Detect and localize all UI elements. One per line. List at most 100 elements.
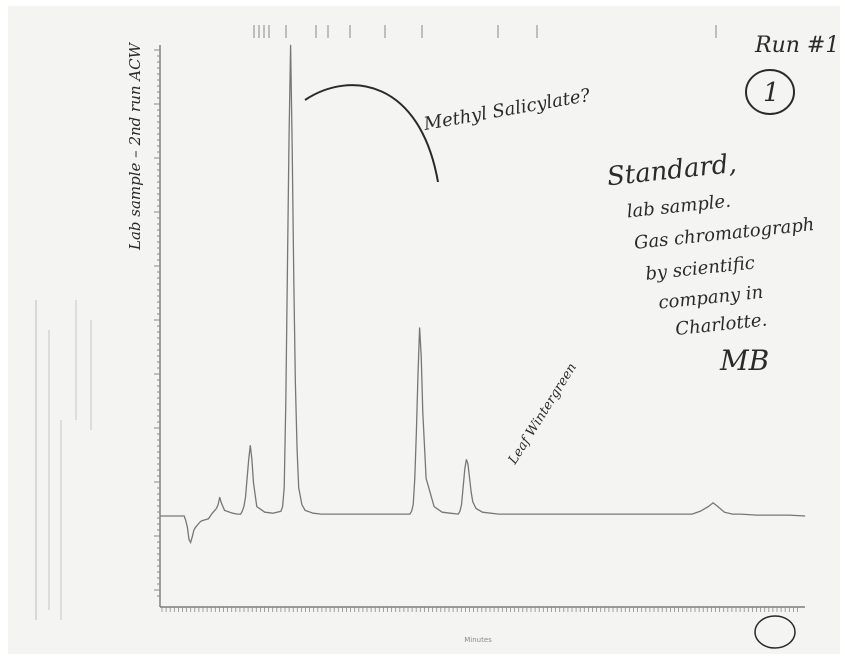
trace-point <box>201 520 203 522</box>
hand-drawn-arc <box>304 84 439 183</box>
trace-point <box>482 511 483 513</box>
trace-point <box>412 504 414 506</box>
trace-point <box>353 513 354 515</box>
trace-point <box>190 542 192 543</box>
trace-point <box>459 510 461 512</box>
trace-point <box>301 504 303 506</box>
trace-point <box>717 506 719 507</box>
trace-point <box>345 513 346 515</box>
circled-page-mark <box>754 615 796 649</box>
x-axis-ticks <box>161 607 798 612</box>
trace-point <box>475 508 477 509</box>
printed-report-header <box>35 300 92 620</box>
axes: Minutes <box>154 45 805 644</box>
trace-point <box>416 430 417 432</box>
trace-point <box>422 412 424 413</box>
trace-point <box>328 513 330 515</box>
trace-point <box>191 536 193 538</box>
trace-point <box>361 513 362 515</box>
trace-point <box>312 512 314 514</box>
trace-point <box>472 501 474 503</box>
trace-point <box>369 513 370 515</box>
circled-number: 1 <box>763 78 780 108</box>
trace-point <box>464 468 466 470</box>
trace-point <box>740 513 741 515</box>
initials-signature: MB <box>719 344 769 377</box>
trace-point <box>659 513 661 515</box>
trace-point <box>220 502 222 504</box>
trace-point <box>198 523 200 524</box>
trace-point <box>462 487 464 489</box>
trace-point <box>804 515 806 517</box>
trace-point <box>251 459 253 460</box>
trace-point <box>611 513 612 515</box>
trace-point <box>530 513 532 515</box>
trace-point <box>414 477 416 479</box>
trace-point <box>290 44 291 46</box>
trace-point <box>732 513 733 515</box>
trace-point <box>562 513 564 515</box>
trace-point <box>237 513 238 515</box>
left-vertical-note: Lab sample – 2nd run ACW <box>126 41 144 251</box>
circled-one-mark <box>745 69 795 115</box>
trace-point <box>159 515 161 517</box>
trace-point <box>241 510 243 512</box>
trace-point <box>595 513 596 515</box>
trace-point <box>253 482 254 484</box>
trace-point <box>287 270 288 272</box>
trace-point <box>469 477 470 479</box>
trace-point <box>280 510 282 512</box>
y-axis-ticks <box>154 49 160 597</box>
trace-point <box>232 512 234 514</box>
trace-point <box>285 402 287 404</box>
trace-point <box>199 521 201 523</box>
trace-point <box>264 511 266 513</box>
trace-point <box>188 539 190 540</box>
trace-point <box>707 506 709 507</box>
trace-point <box>246 477 248 479</box>
trace-point <box>788 514 790 516</box>
trace-point <box>283 487 285 489</box>
trace-point <box>245 496 246 498</box>
x-axis-label: Minutes <box>464 636 492 644</box>
trace-point <box>377 513 379 515</box>
trace-point <box>337 513 338 515</box>
trace-point <box>461 504 462 506</box>
trace-point <box>409 513 411 515</box>
trace-point <box>196 525 198 526</box>
trace-point <box>466 459 467 460</box>
trace-point <box>224 509 225 511</box>
trace-point <box>304 509 306 511</box>
trace-point <box>498 513 499 515</box>
paper-background <box>8 6 840 654</box>
trace-point <box>295 383 296 385</box>
trace-point <box>291 148 293 150</box>
trace-point <box>514 513 516 515</box>
trace-point <box>216 508 217 509</box>
trace-point <box>185 520 187 522</box>
trace-point <box>449 512 451 514</box>
trace-point <box>546 513 548 515</box>
trace-point <box>699 510 701 512</box>
trace-point <box>675 513 677 515</box>
trace-point <box>756 514 757 516</box>
trace-point <box>193 529 195 531</box>
trace-point <box>212 511 214 513</box>
trace-point <box>401 513 403 515</box>
trace-point <box>214 509 216 511</box>
trace-point <box>417 374 419 376</box>
trace-point <box>208 518 209 520</box>
trace-point <box>643 513 645 515</box>
trace-point <box>219 496 221 498</box>
trace-point <box>249 445 251 446</box>
trace-point <box>457 513 459 515</box>
trace-point <box>293 280 295 281</box>
peak-markers <box>253 25 717 38</box>
trace-point <box>433 506 435 507</box>
trace-point <box>441 511 443 513</box>
trace-point <box>627 513 628 515</box>
trace-point <box>243 506 245 507</box>
trace-point <box>411 510 412 512</box>
